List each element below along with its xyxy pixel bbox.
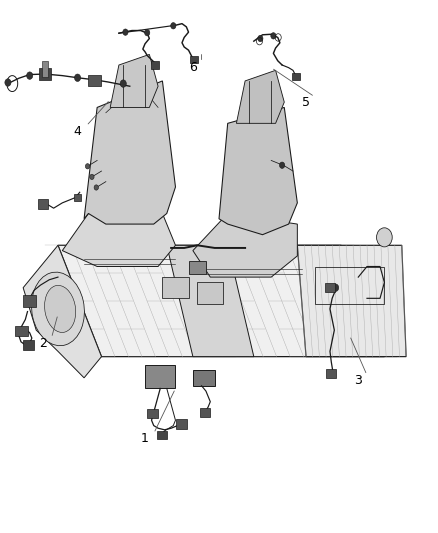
Bar [151, 61, 159, 69]
Bar [23, 295, 36, 307]
Circle shape [120, 80, 126, 87]
Bar [190, 56, 198, 63]
Circle shape [90, 174, 94, 180]
Bar [145, 365, 176, 389]
Bar [157, 431, 167, 439]
Circle shape [279, 162, 285, 168]
Text: 3: 3 [354, 374, 362, 387]
Circle shape [74, 74, 81, 82]
Text: 6: 6 [189, 61, 197, 74]
Bar [326, 369, 336, 378]
Text: 5: 5 [302, 95, 310, 109]
Circle shape [377, 228, 392, 247]
Polygon shape [62, 214, 176, 266]
Bar [176, 419, 187, 429]
Polygon shape [58, 245, 385, 357]
Bar [193, 370, 215, 386]
Bar [148, 409, 158, 418]
Circle shape [258, 35, 263, 42]
Polygon shape [23, 245, 102, 378]
Polygon shape [110, 54, 158, 108]
Polygon shape [84, 81, 176, 224]
Circle shape [27, 72, 33, 79]
Text: 4: 4 [74, 125, 81, 138]
Circle shape [332, 284, 339, 292]
Circle shape [271, 33, 276, 39]
Circle shape [5, 79, 11, 86]
Circle shape [94, 185, 99, 190]
Bar [39, 68, 51, 80]
Text: 2: 2 [39, 337, 47, 350]
Circle shape [85, 164, 90, 169]
Bar [74, 194, 81, 201]
Bar [292, 73, 300, 80]
Circle shape [145, 29, 150, 36]
Bar [162, 277, 188, 298]
Bar [38, 199, 47, 209]
Text: 1: 1 [141, 432, 149, 446]
Bar [23, 340, 34, 350]
Polygon shape [167, 245, 254, 357]
Bar [188, 261, 206, 274]
Circle shape [123, 29, 128, 35]
Bar [197, 282, 223, 304]
Ellipse shape [32, 272, 85, 346]
Bar [325, 283, 336, 293]
Circle shape [171, 22, 176, 29]
Bar [42, 61, 47, 77]
Bar [200, 408, 210, 417]
Ellipse shape [45, 285, 76, 333]
Polygon shape [219, 108, 297, 235]
Polygon shape [297, 245, 406, 357]
Bar [15, 326, 28, 336]
Polygon shape [193, 214, 297, 277]
Polygon shape [237, 70, 284, 123]
Bar [88, 75, 102, 86]
